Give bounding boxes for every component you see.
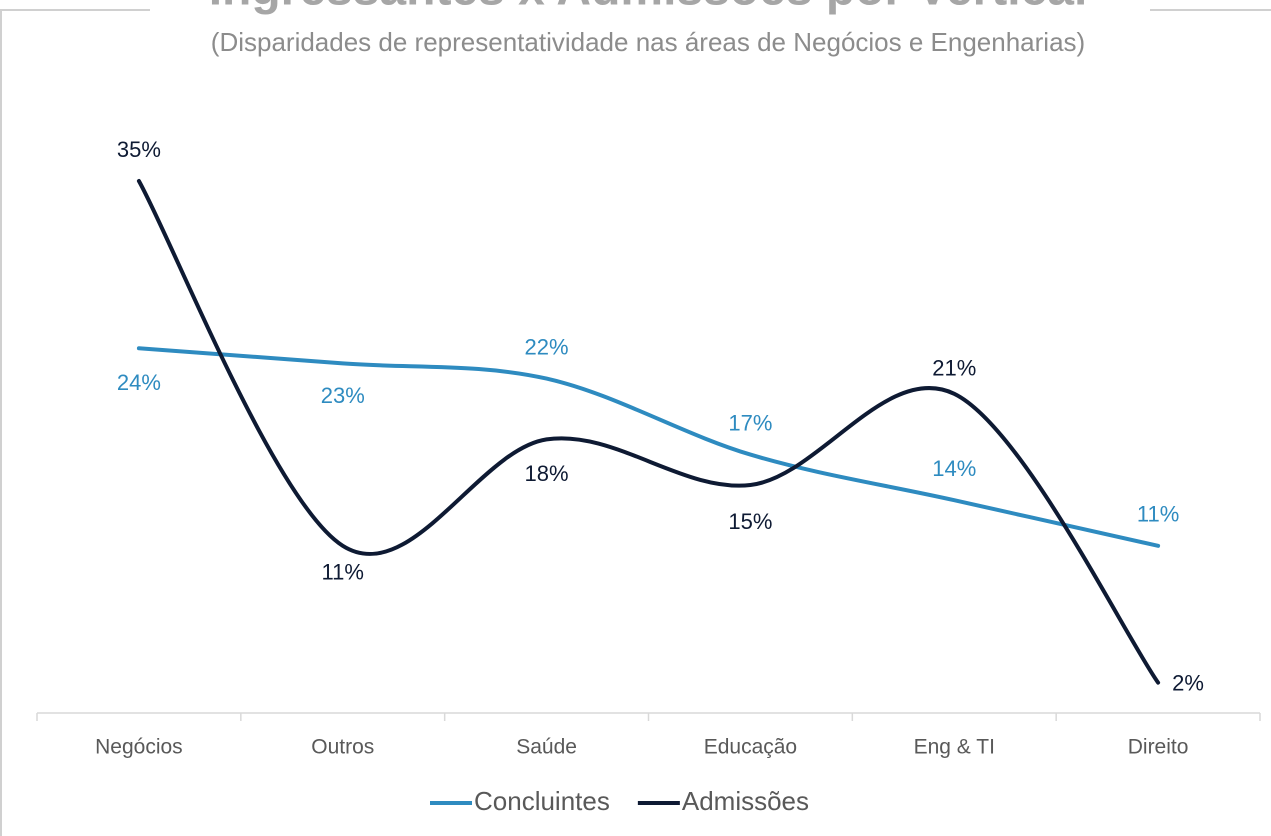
chart-subtitle: (Disparidades de representatividade nas …: [211, 27, 1085, 57]
line-series: [136, 346, 1161, 548]
x-tick-label: Outros: [311, 736, 374, 759]
data-label: 11%: [1137, 502, 1179, 527]
line-series: [136, 179, 1161, 685]
data-label: 2%: [1172, 670, 1204, 695]
data-label: 15%: [728, 509, 772, 534]
data-label: 35%: [117, 137, 161, 162]
data-label: 14%: [932, 456, 976, 481]
data-label: 21%: [932, 356, 976, 381]
legend-label: Concluintes: [474, 786, 610, 816]
chart-title: Ingressantes x Admissões por Vertical: [209, 0, 1088, 16]
legend-label: Admissões: [682, 786, 809, 816]
x-tick-label: Negócios: [95, 736, 183, 759]
data-label: 22%: [525, 334, 569, 359]
x-tick-label: Educação: [704, 736, 797, 759]
x-tick-label: Eng & TI: [914, 736, 995, 759]
x-tick-label: Saúde: [516, 736, 577, 759]
data-label: 24%: [117, 370, 161, 395]
data-label: 18%: [525, 461, 569, 486]
data-label: 23%: [321, 383, 365, 408]
x-tick-label: Direito: [1128, 736, 1189, 759]
data-label: 17%: [728, 410, 772, 435]
data-label: 11%: [322, 560, 364, 585]
